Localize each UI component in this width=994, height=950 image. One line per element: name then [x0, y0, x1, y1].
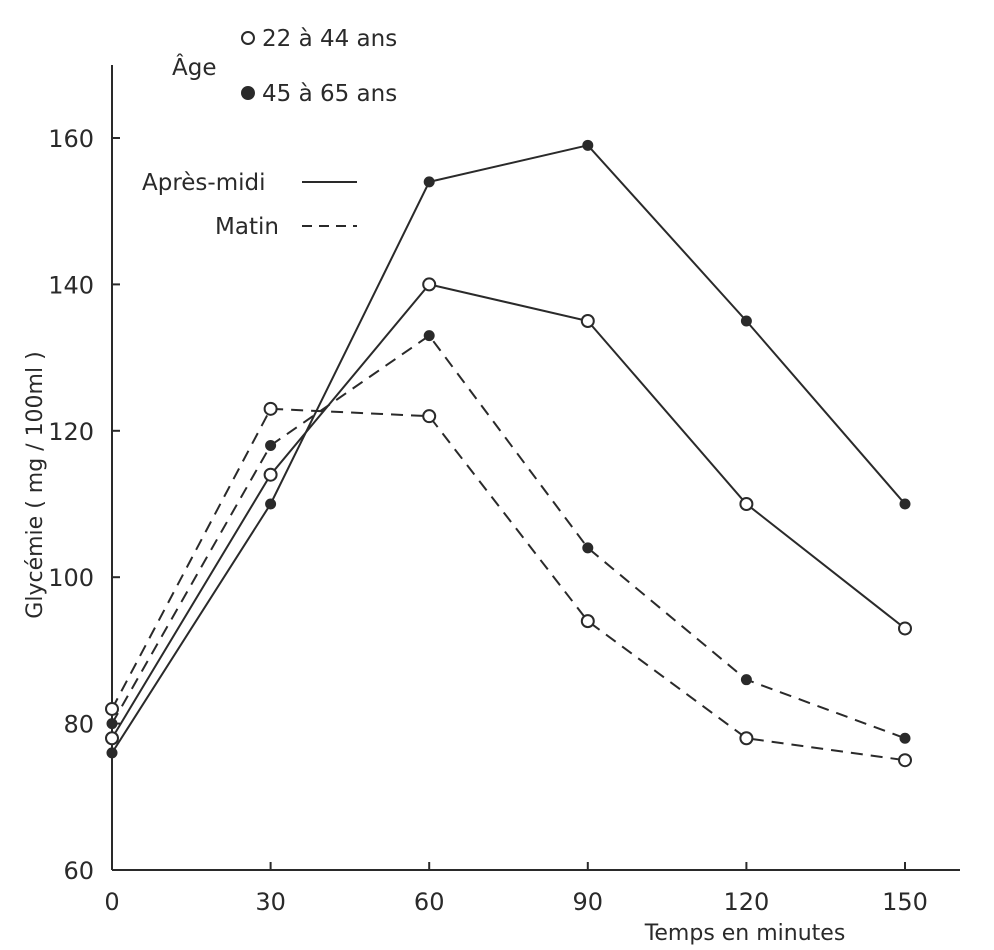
legend-style-item-2: Matin — [215, 214, 279, 240]
data-point — [582, 139, 594, 151]
y-ticks: 60 80 100 120 140 160 — [48, 125, 120, 885]
legend-style-item-1: Après-midi — [142, 170, 266, 196]
data-point — [739, 731, 754, 746]
x-tick-label: 150 — [882, 888, 928, 916]
series-line — [111, 144, 906, 754]
data-point — [105, 701, 119, 716]
data-point — [580, 614, 595, 629]
legend-age-title: Âge — [172, 53, 216, 81]
data-point — [898, 621, 912, 636]
data-point — [739, 497, 754, 511]
legend: Âge 22 à 44 ans 45 à 65 ans Après-midi M… — [142, 26, 397, 240]
data-point — [265, 439, 277, 451]
data-point — [740, 674, 752, 686]
y-tick-label: 140 — [48, 271, 94, 299]
data-point — [740, 315, 752, 327]
x-axis-title: Temps en minutes — [644, 921, 846, 946]
data-point — [899, 498, 911, 510]
legend-age-item-1: 22 à 44 ans — [262, 26, 397, 52]
series-line — [111, 334, 906, 740]
data-point — [423, 330, 435, 342]
y-tick-label: 100 — [48, 564, 94, 592]
y-axis-title: Glycémie ( mg / 100ml ) — [23, 351, 48, 618]
data-point — [422, 409, 437, 424]
data-point — [265, 498, 277, 510]
data-point — [580, 314, 595, 328]
legend-age-item-2: 45 à 65 ans — [262, 81, 397, 107]
x-tick-label: 30 — [255, 888, 286, 916]
x-tick-label: 120 — [723, 888, 769, 916]
data-point — [106, 747, 118, 759]
data-point — [898, 753, 912, 768]
series-line — [111, 407, 906, 762]
data-point — [422, 277, 437, 292]
series-markers — [105, 139, 912, 768]
legend-filled-marker — [241, 86, 255, 100]
data-point — [582, 542, 594, 554]
x-tick-label: 90 — [573, 888, 604, 916]
y-tick-label: 80 — [63, 711, 94, 739]
data-point — [263, 401, 278, 416]
x-ticks: 0 30 60 90 120 150 — [104, 862, 928, 916]
data-point — [423, 176, 435, 188]
x-tick-label: 60 — [414, 888, 445, 916]
series-line — [111, 283, 906, 739]
data-point — [263, 467, 278, 482]
series-lines — [111, 144, 906, 762]
data-point — [899, 732, 911, 744]
x-tick-label: 0 — [104, 888, 119, 916]
y-tick-label: 120 — [48, 418, 94, 446]
y-tick-label: 60 — [63, 857, 94, 885]
legend-open-marker — [241, 31, 255, 45]
y-tick-label: 160 — [48, 125, 94, 153]
data-point — [106, 718, 118, 730]
data-point — [105, 731, 119, 746]
